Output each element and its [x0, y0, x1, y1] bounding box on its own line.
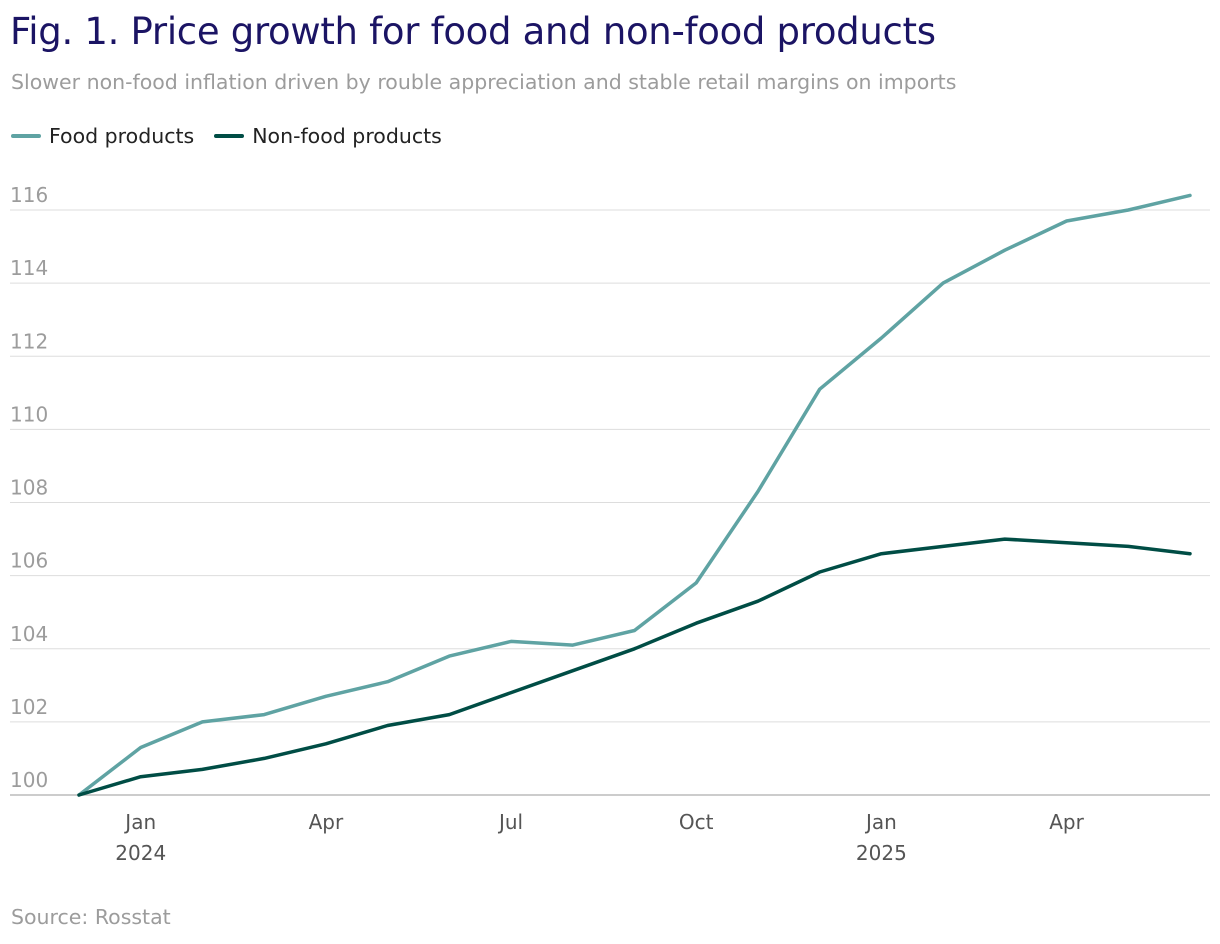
x-tick-label-jan-1: Jan [123, 810, 156, 834]
legend-label-food: Food products [49, 124, 195, 148]
axis-layer: 100 102 104 106 108 110 112 114 116 Jan 2024 Apr Jul… [10, 183, 1085, 865]
y-tick-label-100: 100 [10, 768, 48, 792]
chart-subtitle: Slower non-food inflation driven by roub… [11, 70, 957, 94]
source-note: Source: Rosstat [11, 905, 171, 929]
x-tick-label-jan-13: Jan [864, 810, 897, 834]
series-layer [77, 193, 1192, 797]
y-tick-label-110: 110 [10, 402, 48, 426]
legend-item-nonfood: Non-food products [214, 124, 442, 148]
y-tick-label-116: 116 [10, 183, 48, 207]
y-tick-label-106: 106 [10, 549, 48, 573]
y-tick-label-104: 104 [10, 622, 48, 646]
chart-title: Fig. 1. Price growth for food and non-fo… [10, 10, 936, 53]
x-tick-label-apr-4: Apr [309, 810, 344, 834]
legend-item-food: Food products [11, 124, 194, 148]
x-tick-year-2024: 2024 [115, 841, 166, 865]
legend-swatch-food [11, 134, 41, 138]
grid-layer [10, 209, 1210, 796]
legend: Food products Non-food products [11, 124, 462, 148]
y-tick-label-114: 114 [10, 256, 48, 280]
y-tick-label-102: 102 [10, 695, 48, 719]
series-line-food [77, 193, 1192, 797]
y-tick-label-112: 112 [10, 329, 48, 353]
x-tick-year-2025: 2025 [856, 841, 907, 865]
legend-label-nonfood: Non-food products [252, 124, 442, 148]
legend-swatch-nonfood [214, 134, 245, 138]
series-line-non-food [77, 537, 1192, 797]
x-tick-label-oct-10: Oct [679, 810, 714, 834]
x-tick-label-apr-16: Apr [1049, 810, 1084, 834]
y-tick-label-108: 108 [10, 476, 48, 500]
x-tick-label-jul-7: Jul [497, 810, 523, 834]
